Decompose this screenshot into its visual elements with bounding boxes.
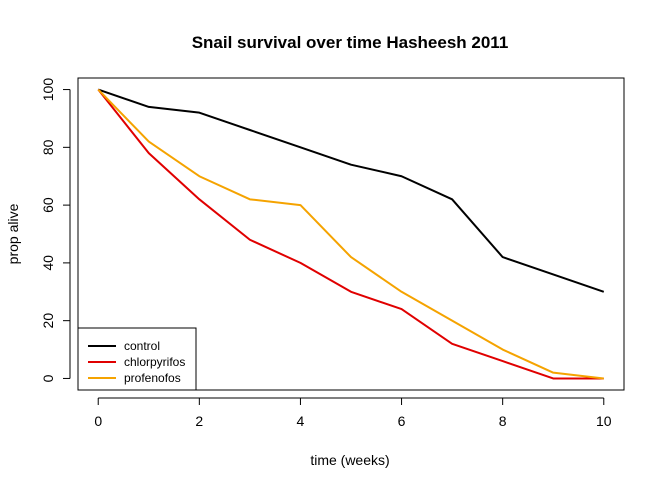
legend-label-profenofos: profenofos [124,371,181,385]
y-tick-label: 40 [40,255,56,271]
y-tick-label: 100 [40,78,56,102]
y-tick-label: 80 [40,139,56,155]
y-tick-label: 0 [40,374,56,382]
x-tick-label: 4 [297,413,305,429]
legend-label-chlorpyrifos: chlorpyrifos [124,355,185,369]
y-axis: 0 20 40 60 80 100 [40,78,71,382]
legend: control chlorpyrifos profenofos [77,327,197,391]
series-line-chlorpyrifos [97,88,604,380]
x-axis-label: time (weeks) [310,452,389,468]
y-tick-label: 20 [40,313,56,329]
legend-box [77,327,197,391]
x-tick-label: 6 [398,413,406,429]
series-line-profenofos [97,88,604,380]
x-tick-label: 10 [596,413,612,429]
chart-title: Snail survival over time Hasheesh 2011 [192,33,509,52]
series-line-control [97,88,605,293]
plot-area-border [77,77,625,391]
x-tick-label: 0 [94,413,102,429]
series-lines [97,88,605,380]
y-axis-label: prop alive [5,203,21,264]
x-tick-label: 8 [499,413,507,429]
x-tick-label: 2 [195,413,203,429]
plot-frame [77,77,625,391]
legend-label-control: control [124,339,160,353]
x-axis: 0 2 4 6 8 10 [94,397,612,429]
y-tick-label: 60 [40,197,56,213]
